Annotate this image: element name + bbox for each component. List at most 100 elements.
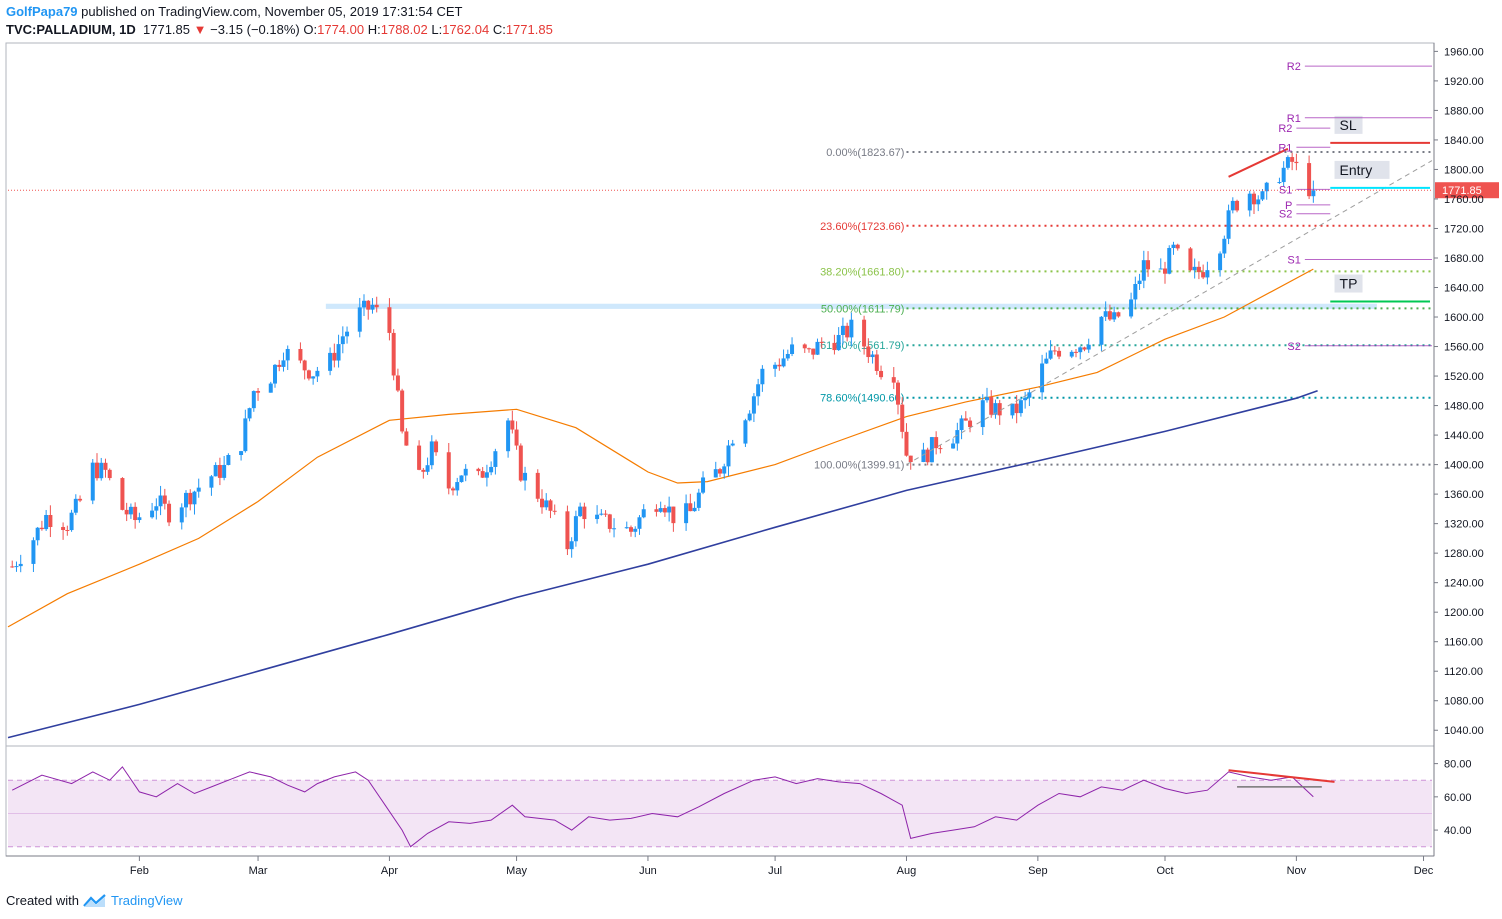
candle-body bbox=[637, 517, 642, 529]
candle-body bbox=[1086, 344, 1091, 350]
candle-body bbox=[1171, 244, 1176, 248]
candle-body bbox=[552, 510, 557, 512]
candle-body bbox=[357, 307, 362, 332]
candle-body bbox=[1103, 311, 1108, 317]
candle-body bbox=[879, 370, 884, 378]
y-tick-label: 1360.00 bbox=[1444, 489, 1484, 501]
candle-body bbox=[387, 307, 392, 333]
trade-label-text: TP bbox=[1340, 276, 1358, 292]
candle-body bbox=[980, 400, 985, 428]
y-tick-label: 1440.00 bbox=[1444, 430, 1484, 442]
candle-body bbox=[1260, 191, 1265, 200]
candle-body bbox=[1235, 200, 1240, 211]
y-tick-label: 1640.00 bbox=[1444, 283, 1484, 295]
candle-body bbox=[900, 404, 905, 432]
candle-body bbox=[802, 344, 807, 349]
candle-body bbox=[1116, 312, 1121, 317]
candle-body bbox=[158, 495, 163, 507]
price-divergence-line bbox=[1228, 147, 1289, 178]
candle-body bbox=[569, 541, 574, 550]
fib-level-label: 0.00%(1823.67) bbox=[826, 147, 904, 159]
y-tick-label: 1600.00 bbox=[1444, 312, 1484, 324]
y-tick-label: 1840.00 bbox=[1444, 135, 1484, 147]
trade-label-text: SL bbox=[1340, 117, 1357, 133]
x-tick-label: Nov bbox=[1287, 865, 1307, 877]
candle-body bbox=[44, 515, 49, 530]
candle-body bbox=[654, 509, 659, 512]
symbol-name[interactable]: TVC:PALLADIUM, 1D bbox=[6, 22, 136, 37]
candle-body bbox=[78, 498, 83, 501]
candle-body bbox=[849, 319, 854, 338]
ma-50-line bbox=[7, 268, 1314, 628]
high-label: H: bbox=[367, 22, 381, 37]
candle-body bbox=[239, 451, 244, 456]
candle-body bbox=[459, 475, 464, 483]
candle-body bbox=[1201, 272, 1206, 278]
candle-body bbox=[959, 418, 964, 431]
x-tick-label: Feb bbox=[130, 865, 149, 877]
candle-body bbox=[985, 397, 989, 401]
candle-body bbox=[815, 341, 820, 355]
candle-body bbox=[624, 527, 629, 529]
x-tick-label: Aug bbox=[897, 865, 917, 877]
candle-body bbox=[395, 375, 400, 391]
candle-body bbox=[493, 451, 498, 467]
candle-body bbox=[1018, 400, 1023, 414]
candle-body bbox=[247, 408, 252, 419]
candle-body bbox=[662, 508, 667, 513]
trade-label-box bbox=[1334, 115, 1363, 134]
candle-body bbox=[213, 465, 218, 477]
candle-body bbox=[777, 364, 782, 367]
y-tick-label: 1560.00 bbox=[1444, 342, 1484, 354]
tradingview-brand[interactable]: TradingView bbox=[110, 893, 183, 908]
candle-body bbox=[1247, 193, 1252, 211]
candle-body bbox=[743, 420, 748, 444]
author-link[interactable]: GolfPapa79 bbox=[6, 4, 78, 19]
trade-label-box bbox=[1334, 160, 1390, 179]
candle-body bbox=[446, 452, 451, 489]
fib-level-label: 23.60%(1723.66) bbox=[820, 221, 904, 233]
open-label: O: bbox=[303, 22, 318, 37]
candle-body bbox=[756, 384, 761, 397]
candle-body bbox=[840, 325, 845, 336]
candle-body bbox=[1196, 266, 1201, 273]
y-tick-label: 1960.00 bbox=[1444, 46, 1484, 58]
candle-body bbox=[785, 353, 790, 359]
candle-body bbox=[400, 390, 405, 432]
candle-body bbox=[790, 344, 795, 354]
candle-body bbox=[1256, 199, 1261, 205]
candle-body bbox=[836, 335, 841, 351]
x-tick-label: May bbox=[506, 865, 527, 877]
candle-body bbox=[1133, 284, 1138, 300]
candle-body bbox=[107, 469, 112, 479]
pivot-label: R2 bbox=[1287, 61, 1301, 73]
candle-body bbox=[747, 413, 752, 421]
candle-body bbox=[404, 431, 409, 446]
candle-body bbox=[137, 517, 142, 521]
pivot-label: R2 bbox=[1278, 123, 1292, 135]
y-tick-label: 1520.00 bbox=[1444, 371, 1484, 383]
fib-level-label: 78.60%(1490.60) bbox=[820, 393, 904, 405]
pivot-label: S2 bbox=[1279, 209, 1292, 221]
pivot-label: S1 bbox=[1279, 184, 1292, 196]
candle-body bbox=[696, 492, 701, 508]
candle-body bbox=[39, 527, 44, 530]
trade-label-text: Entry bbox=[1340, 162, 1373, 178]
pivot-label: S2 bbox=[1287, 341, 1300, 353]
candle-body bbox=[277, 364, 282, 367]
x-tick-label: Apr bbox=[381, 865, 398, 877]
candle-body bbox=[1294, 161, 1299, 164]
candle-body bbox=[535, 472, 540, 499]
candle-body bbox=[832, 342, 837, 351]
y-tick-label: 1160.00 bbox=[1444, 637, 1483, 649]
candle-body bbox=[480, 471, 485, 478]
candle-body bbox=[463, 468, 468, 476]
candle-body bbox=[934, 437, 939, 449]
candle-body bbox=[1218, 253, 1223, 271]
candle-body bbox=[603, 513, 608, 515]
candle-body bbox=[455, 482, 460, 491]
ma-200-line bbox=[7, 390, 1318, 739]
candle-body bbox=[184, 492, 188, 508]
candle-body bbox=[845, 325, 850, 338]
